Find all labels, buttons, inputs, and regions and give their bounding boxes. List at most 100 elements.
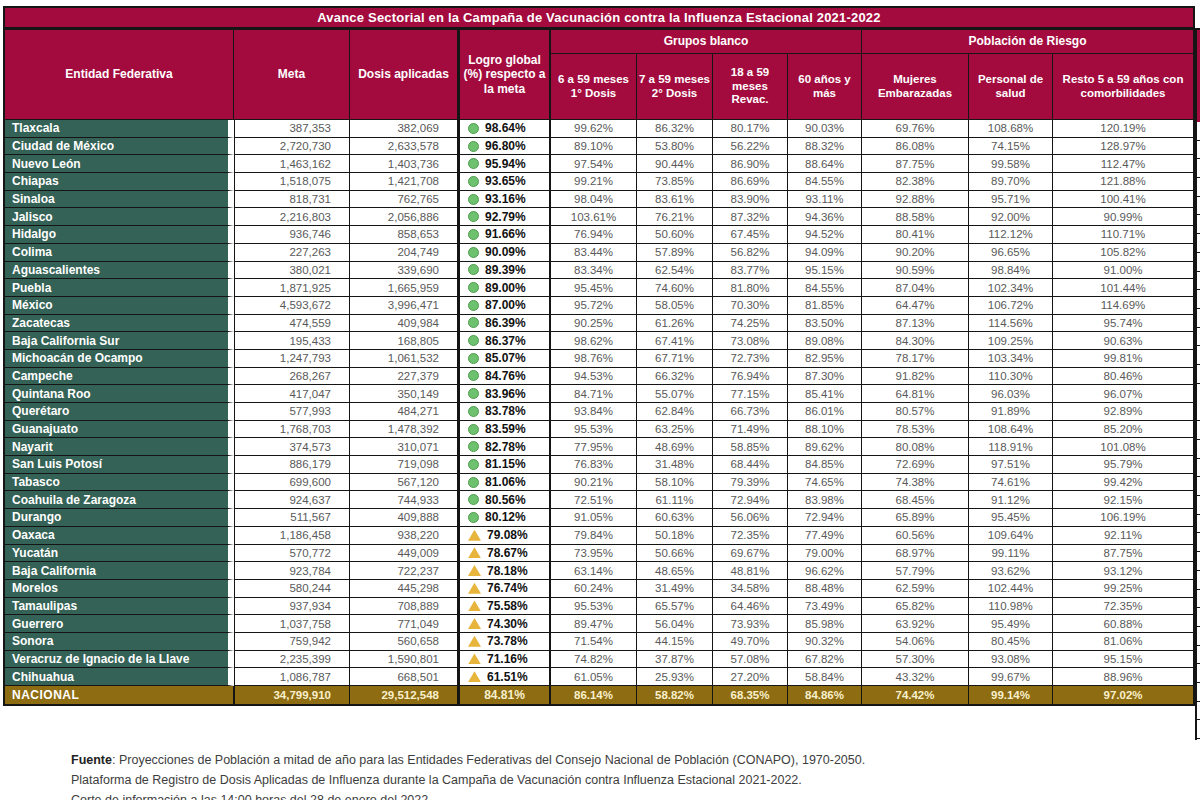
percent-cell: 95.74% [1053,315,1193,333]
dosis-cell: 1,590,801 [350,651,458,669]
percent-cell: 86.69% [713,173,788,191]
green-circle-icon [468,441,479,452]
logro-indicator-wrap: 76.74% [460,580,549,597]
meta-cell: 474,559 [234,315,350,333]
meta-cell: 34,799,910 [234,686,350,704]
percent-cell: 94.53% [551,368,637,386]
dosis-cell: 1,478,392 [350,421,458,439]
percent-cell: 90.32% [788,633,862,651]
percent-cell: 103.61% [551,208,637,226]
percent-cell: 66.32% [637,368,713,386]
percent-cell: 81.06% [1053,633,1193,651]
percent-cell: 85.41% [788,385,862,403]
percent-cell: 88.32% [788,138,862,156]
percent-cell: 60.88% [1053,615,1193,633]
cutoff-column-header-sliver [1195,28,1200,124]
logro-value: 93.65% [485,174,526,188]
dosis-cell: 1,421,708 [350,173,458,191]
percent-cell: 65.82% [862,598,969,616]
percent-cell: 109.25% [969,332,1053,350]
logro-value: 76.74% [487,581,528,595]
percent-cell: 83.90% [713,191,788,209]
entity-name-cell: Colima [5,244,234,262]
state-row: Sinaloa818,731762,76593.16%98.04%83.61%8… [5,191,1193,209]
meta-cell: 1,768,703 [234,421,350,439]
percent-cell: 98.62% [551,332,637,350]
dosis-cell: 708,889 [350,598,458,616]
meta-cell: 570,772 [234,545,350,563]
percent-cell: 83.50% [788,315,862,333]
percent-cell: 63.25% [637,421,713,439]
percent-cell: 99.11% [969,545,1053,563]
percent-cell: 63.92% [862,615,969,633]
percent-cell: 84.86% [788,686,862,704]
percent-cell: 99.58% [969,155,1053,173]
logro-indicator-wrap: 86.37% [460,332,549,349]
percent-cell: 121.88% [1053,173,1193,191]
green-circle-icon [468,335,479,346]
logro-value: 83.78% [485,404,526,418]
percent-cell: 74.42% [862,686,969,704]
meta-cell: 577,993 [234,403,350,421]
percent-cell: 66.73% [713,403,788,421]
dosis-cell: 339,690 [350,262,458,280]
logro-cell: 95.94% [458,155,551,173]
meta-cell: 1,037,758 [234,615,350,633]
percent-cell: 89.08% [788,332,862,350]
percent-cell: 53.80% [637,138,713,156]
percent-cell: 100.41% [1053,191,1193,209]
percent-cell: 57.79% [862,562,969,580]
source-note: Fuente: Proyecciones de Población a mita… [71,750,865,800]
logro-cell: 82.78% [458,438,551,456]
entity-name-cell: Tabasco [5,474,234,492]
state-row: Jalisco2,216,8032,056,88692.79%103.61%76… [5,208,1193,226]
table-header: Entidad Federativa Meta Dosis aplicadas … [5,30,1193,120]
logro-value: 83.59% [485,422,526,436]
dosis-cell: 1,403,736 [350,155,458,173]
logro-value: 84.76% [485,369,526,383]
meta-cell: 759,942 [234,633,350,651]
percent-cell: 73.85% [637,173,713,191]
logro-cell: 87.00% [458,297,551,315]
state-row: Nuevo León1,463,1621,403,73695.94%97.54%… [5,155,1193,173]
logro-cell: 61.51% [458,668,551,686]
percent-cell: 61.05% [551,668,637,686]
logro-cell: 92.79% [458,208,551,226]
percent-cell: 76.94% [551,226,637,244]
source-line-3: Corte de información a las 14:00 horas d… [71,790,865,800]
logro-cell: 85.07% [458,350,551,368]
green-circle-icon [468,211,479,222]
table-title: Avance Sectorial en la Campaña de Vacuna… [3,6,1195,29]
cutoff-column-body-sliver [1195,122,1200,740]
green-circle-icon [468,247,479,258]
percent-cell: 95.72% [551,297,637,315]
percent-cell: 50.18% [637,527,713,545]
percent-cell: 67.41% [637,332,713,350]
percent-cell: 57.08% [713,651,788,669]
state-row: Oaxaca1,186,458938,22079.08%79.84%50.18%… [5,527,1193,545]
state-row: Tlaxcala387,353382,06998.64%99.62%86.32%… [5,120,1193,138]
logro-indicator-wrap: 83.96% [460,385,549,402]
dosis-cell: 484,271 [350,403,458,421]
logro-cell: 89.00% [458,279,551,297]
percent-cell: 90.63% [1053,332,1193,350]
green-circle-icon [468,406,479,417]
percent-cell: 73.93% [713,615,788,633]
percent-cell: 62.59% [862,580,969,598]
group-header-grupos-blanco: Grupos blanco [551,30,862,54]
percent-cell: 99.42% [1053,474,1193,492]
percent-cell: 60.24% [551,580,637,598]
percent-cell: 73.95% [551,545,637,563]
logro-value: 78.18% [487,564,528,578]
logro-cell: 78.67% [458,545,551,563]
logro-indicator-wrap: 61.51% [460,668,549,685]
percent-cell: 120.19% [1053,120,1193,138]
percent-cell: 128.97% [1053,138,1193,156]
state-row: Michoacán de Ocampo1,247,7931,061,53285.… [5,350,1193,368]
state-row: Tabasco699,600567,12081.06%90.21%58.10%7… [5,474,1193,492]
percent-cell: 96.62% [788,562,862,580]
logro-cell: 83.96% [458,385,551,403]
logro-cell: 71.16% [458,651,551,669]
percent-cell: 112.12% [969,226,1053,244]
entity-name-cell: Morelos [5,580,234,598]
